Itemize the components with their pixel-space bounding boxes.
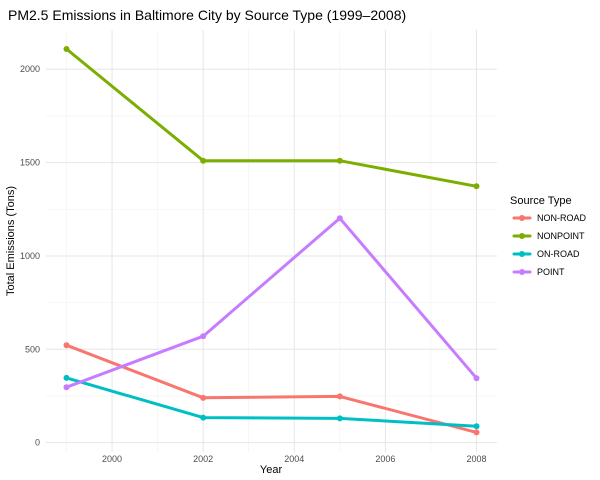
point-point — [336, 215, 343, 222]
point-point — [200, 333, 207, 340]
x-tick-label: 2006 — [375, 454, 395, 464]
chart-title: PM2.5 Emissions in Baltimore City by Sou… — [8, 7, 406, 23]
legend-label-point: POINT — [537, 267, 565, 277]
point-nonpoint — [473, 183, 480, 190]
point-point — [63, 384, 70, 391]
x-tick-label: 2004 — [284, 454, 304, 464]
y-tick-label: 2000 — [20, 64, 40, 74]
legend-title: Source Type — [510, 195, 572, 207]
series-line-point — [65, 216, 478, 389]
point-non-road — [336, 393, 343, 400]
point-on-road — [336, 415, 343, 422]
legend-marker-on-road — [519, 251, 525, 257]
x-tick-labels: 2000 2002 2004 2006 2008 — [102, 454, 486, 464]
point-nonpoint — [63, 46, 70, 53]
legend: Source Type NON-ROAD NONPOINT ON-ROAD POINT — [510, 195, 586, 277]
grid — [46, 30, 497, 452]
x-tick-label: 2000 — [102, 454, 122, 464]
y-tick-label: 500 — [25, 344, 40, 354]
legend-label-on-road: ON-ROAD — [537, 249, 580, 259]
y-axis-title: Total Emissions (Tons) — [5, 186, 17, 296]
series-line-non-road — [65, 343, 478, 434]
x-tick-label: 2002 — [193, 454, 213, 464]
legend-label-nonpoint: NONPOINT — [537, 231, 585, 241]
point-on-road — [63, 374, 70, 381]
legend-marker-point — [519, 269, 525, 275]
series-line-nonpoint — [65, 47, 478, 188]
y-tick-label: 1000 — [20, 251, 40, 261]
x-axis-title: Year — [260, 464, 283, 476]
legend-marker-non-road — [519, 215, 525, 221]
y-tick-labels: 0 500 1000 1500 2000 — [20, 64, 40, 447]
point-nonpoint — [336, 157, 343, 164]
series-line-on-road — [65, 376, 478, 428]
y-tick-label: 1500 — [20, 158, 40, 168]
point-non-road — [200, 394, 207, 401]
x-tick-label: 2008 — [466, 454, 486, 464]
point-non-road — [63, 342, 70, 349]
series-group — [63, 46, 480, 436]
point-point — [473, 375, 480, 382]
legend-marker-nonpoint — [519, 233, 525, 239]
y-tick-label: 0 — [35, 438, 40, 448]
legend-label-non-road: NON-ROAD — [537, 213, 586, 223]
point-non-road — [473, 429, 480, 436]
point-nonpoint — [200, 157, 207, 164]
point-on-road — [473, 423, 480, 430]
point-on-road — [200, 414, 207, 421]
